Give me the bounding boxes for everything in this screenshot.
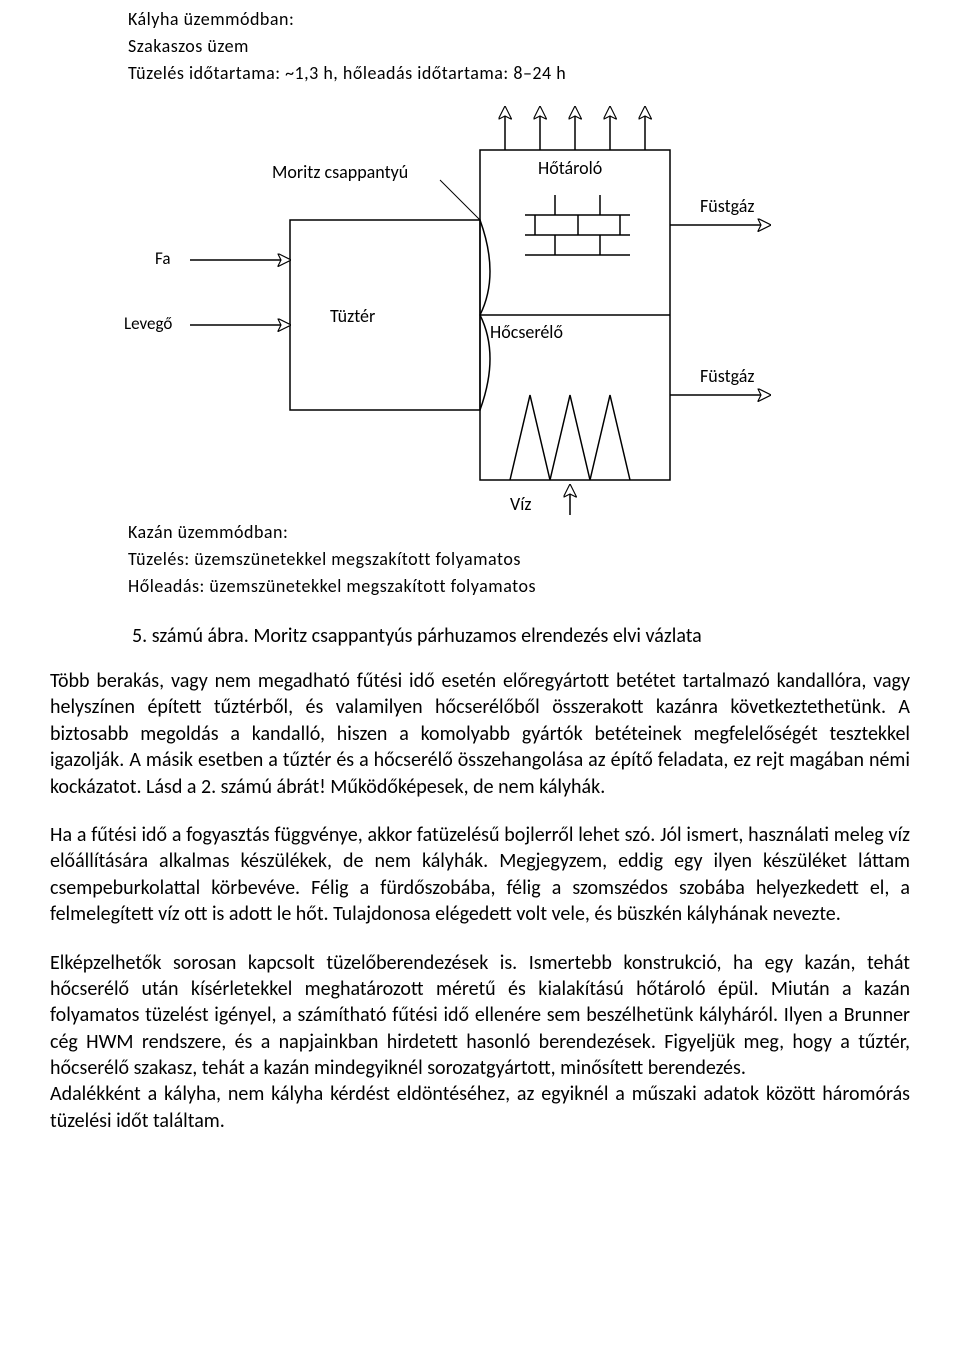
footer-line-3: Hőleadás: üzemszünetekkel megszakított f… (128, 573, 910, 600)
heat-exchanger-zigzag (510, 395, 630, 480)
label-fa: Fa (155, 248, 171, 269)
caption-text: Moritz csappantyús párhuzamos elrendezés… (253, 624, 701, 648)
label-viz: Víz (510, 493, 531, 515)
footer-line-1: Kazán üzemmódban: (128, 519, 910, 546)
label-fustgaz-top: Füstgáz (700, 195, 754, 217)
figure-caption: 5. számú ábra. Moritz csappantyús párhuz… (132, 622, 910, 650)
arrows-top (505, 107, 645, 150)
diagram: Fa Levegő Tüztér Moritz csappantyú Hőtár… (50, 95, 910, 515)
paragraph-4: Adalékként a kályha, nem kályha kérdést … (50, 1081, 910, 1134)
tuzter-box (290, 220, 480, 410)
header-line-1: Kályha üzemmódban: (128, 6, 910, 33)
footer-line-2: Tüzelés: üzemszünetekkel megszakított fo… (128, 546, 910, 573)
label-moritz: Moritz csappantyú (272, 161, 408, 183)
header-block: Kályha üzemmódban: Szakaszos üzem Tüzelé… (128, 6, 910, 87)
diagram-svg (50, 95, 910, 515)
footer-block: Kazán üzemmódban: Tüzelés: üzemszünetekk… (128, 519, 910, 600)
paragraph-3: Elképzelhetők sorosan kapcsolt tüzelőber… (50, 950, 910, 1082)
paragraph-1: Több berakás, vagy nem megadható fűtési … (50, 668, 910, 800)
label-levego: Levegő (124, 313, 172, 334)
brick-pattern (525, 195, 630, 255)
moritz-leader (440, 180, 480, 220)
label-hocserelo: Hőcserélő (490, 321, 563, 343)
label-fustgaz-bot: Füstgáz (700, 365, 754, 387)
header-line-2: Szakaszos üzem (128, 33, 910, 60)
header-line-3: Tüzelés időtartama: ~1,3 h, hőleadás idő… (128, 60, 910, 87)
label-hotarolo: Hőtároló (538, 157, 602, 179)
label-tuzter: Tüztér (330, 305, 375, 327)
paragraph-2: Ha a fűtési idő a fogyasztás függvénye, … (50, 822, 910, 928)
caption-number: 5. számú ábra. (132, 624, 253, 648)
